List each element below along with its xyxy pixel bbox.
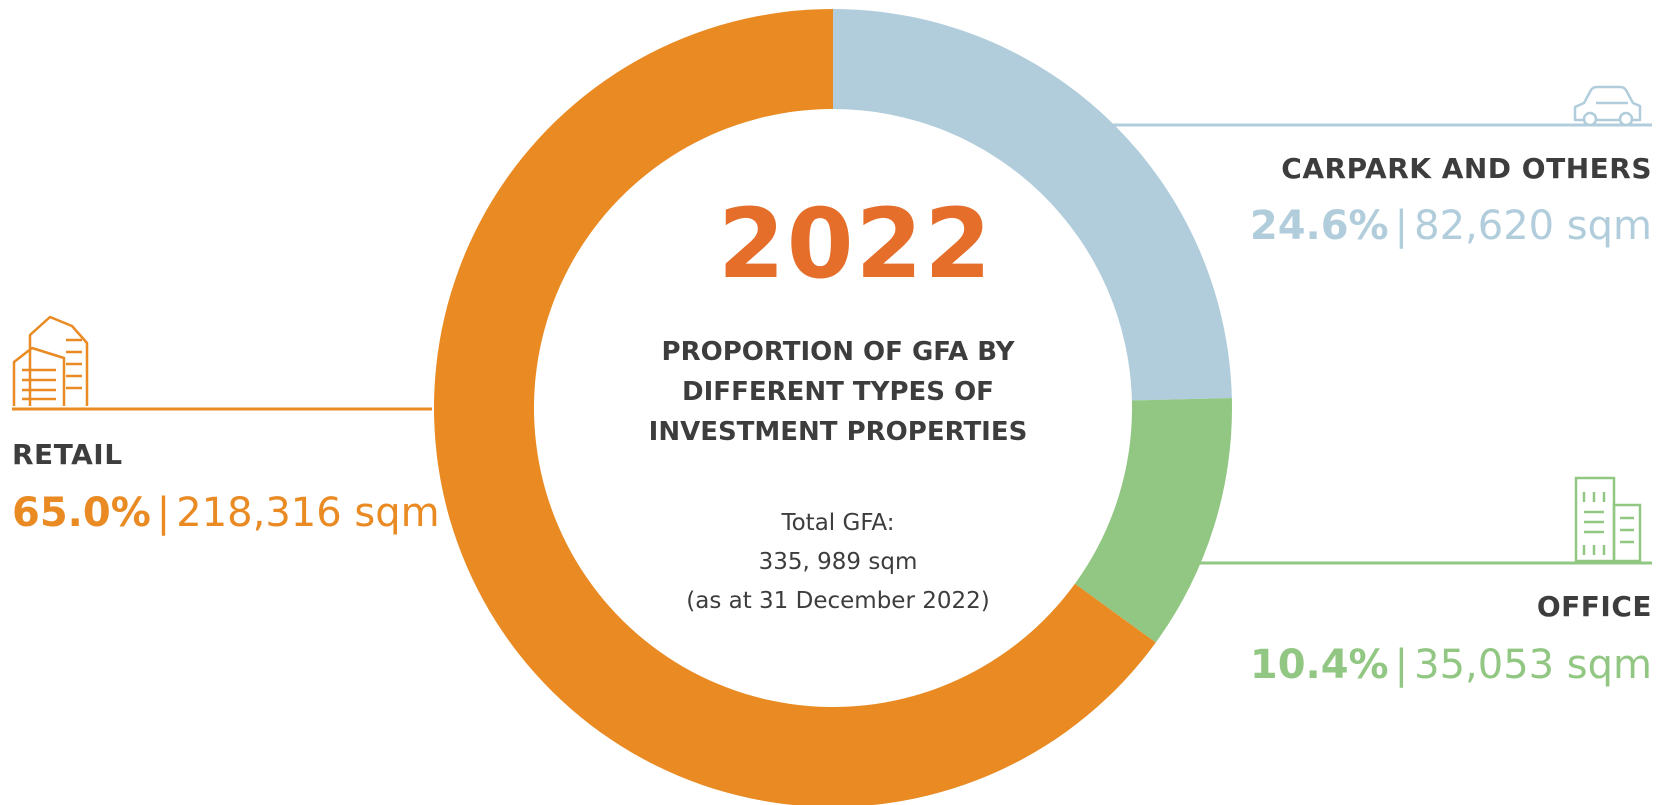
office-stat: 10.4% | 35,053 sqm — [1250, 642, 1652, 688]
total-gfa-value: 335, 989 sqm — [758, 549, 918, 575]
office-separator: | — [1394, 642, 1409, 688]
carpark-area: 82,620 sqm — [1414, 203, 1652, 249]
subtitle-line-3: INVESTMENT PROPERTIES — [648, 417, 1028, 447]
subtitle-line-2: DIFFERENT TYPES OF — [682, 377, 994, 407]
year-title: 2022 — [718, 188, 994, 300]
slice-office — [1074, 397, 1232, 643]
retail-title: RETAIL — [12, 438, 123, 471]
chart-subtitle: PROPORTION OF GFA BY DIFFERENT TYPES OF … — [598, 332, 1078, 452]
retail-separator: | — [156, 490, 171, 536]
total-gfa-date: (as at 31 December 2022) — [686, 588, 990, 614]
carpark-stat: 24.6% | 82,620 sqm — [1250, 203, 1652, 249]
office-area: 35,053 sqm — [1414, 642, 1652, 688]
retail-area: 218,316 sqm — [176, 490, 440, 536]
retail-buildings-icon — [12, 315, 89, 406]
total-gfa: Total GFA: 335, 989 sqm (as at 31 Decemb… — [638, 504, 1038, 621]
car-icon — [1573, 85, 1642, 127]
carpark-percent: 24.6% — [1249, 203, 1389, 249]
total-gfa-label: Total GFA: — [781, 510, 895, 536]
carpark-title: CARPARK AND OTHERS — [1281, 152, 1652, 185]
retail-percent: 65.0% — [12, 490, 151, 536]
donut-slices — [434, 9, 1232, 805]
slice-carpark-and-others — [833, 9, 1232, 401]
office-percent: 10.4% — [1249, 642, 1389, 688]
office-title: OFFICE — [1536, 590, 1652, 623]
carpark-separator: | — [1394, 203, 1409, 249]
retail-stat: 65.0% | 218,316 sqm — [12, 490, 440, 536]
subtitle-line-1: PROPORTION OF GFA BY — [661, 337, 1015, 367]
office-building-icon — [1574, 476, 1642, 563]
